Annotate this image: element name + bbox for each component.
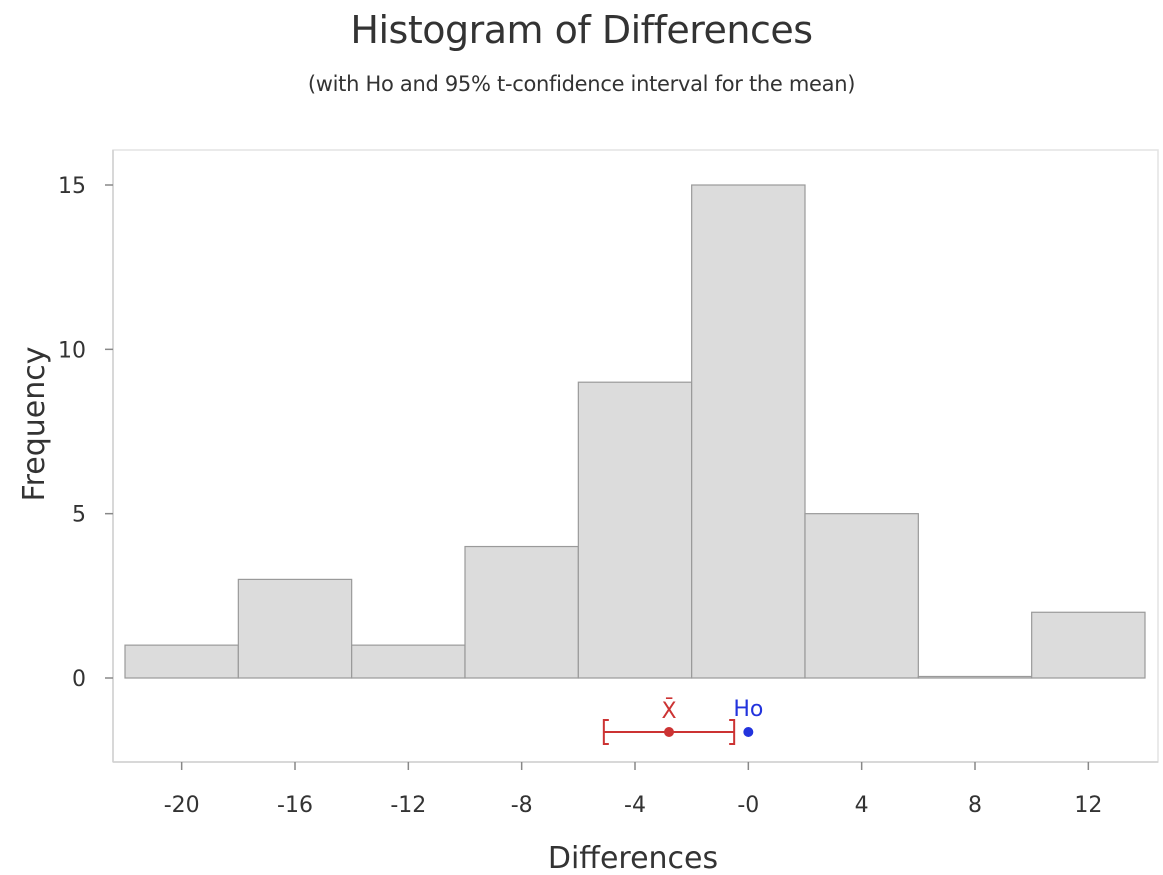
histogram-bar [804, 513, 919, 679]
chart-subtitle: (with Ho and 95% t-confidence interval f… [307, 72, 856, 96]
x-tick-label: -20 [164, 793, 200, 818]
y-axis-title: Frequency [17, 347, 52, 502]
x-tick-label: -4 [624, 793, 646, 818]
null-hypothesis-label: Ho [733, 697, 763, 722]
histogram-bars [124, 184, 1146, 679]
x-tick-label: 8 [968, 793, 982, 818]
histogram-bar [124, 644, 239, 679]
null-hypothesis-point [743, 727, 754, 737]
x-tick-label: 4 [855, 793, 869, 818]
histogram-bar [917, 675, 1033, 679]
x-tick-label: -12 [390, 793, 426, 818]
histogram-bar [577, 381, 693, 679]
histogram-bar [351, 644, 466, 679]
histogram-bar [464, 545, 579, 679]
histogram-bar [237, 578, 353, 679]
x-tick-label: -0 [737, 793, 759, 818]
histogram-bar [1031, 611, 1146, 679]
y-tick-label: 15 [58, 174, 86, 199]
x-tick-label: -16 [277, 793, 313, 818]
ci-lower-bracket [602, 719, 609, 745]
x-axis-ticks: -20 -16 -12 -8 -4 -0 4 8 12 [164, 762, 1102, 818]
histogram-bar [691, 184, 806, 679]
mean-point [664, 727, 674, 737]
confidence-interval-group: X̄ Ho [602, 697, 763, 745]
ci-upper-bracket [729, 719, 736, 745]
y-tick-label: 10 [58, 338, 86, 363]
x-axis-title: Differences [548, 841, 718, 875]
mean-label: X̄ [661, 698, 676, 724]
y-tick-label: 0 [72, 667, 86, 692]
x-tick-label: 12 [1074, 793, 1102, 818]
y-tick-label: 5 [72, 503, 86, 528]
chart-title: Histogram of Differences [350, 8, 813, 52]
x-tick-label: -8 [511, 793, 533, 818]
y-axis-ticks: 0 5 10 15 [58, 174, 113, 692]
